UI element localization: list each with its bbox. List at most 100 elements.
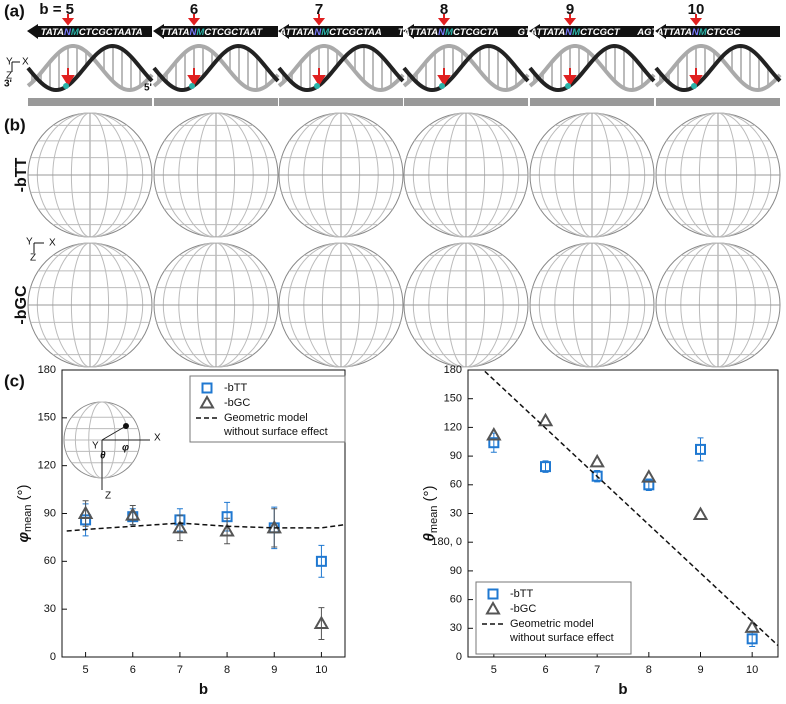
pointer-arrow	[437, 68, 451, 86]
marker	[744, 619, 760, 633]
sequence-part: AGTATTATA	[636, 27, 692, 38]
sequence-part: M	[196, 27, 205, 38]
pointer-arrow	[563, 14, 577, 26]
sequence-part: N	[64, 27, 72, 38]
sequence-part: N	[565, 27, 573, 38]
marker	[591, 470, 603, 482]
marker	[486, 427, 502, 441]
sequence-part: M	[699, 27, 708, 38]
row-label: -bGC	[13, 285, 30, 325]
strand	[528, 44, 656, 93]
sequence-banner	[27, 24, 152, 39]
y-label-unit: (°)	[15, 484, 32, 500]
marker	[641, 469, 657, 483]
axis-letter: X	[49, 238, 56, 249]
x-tick-label: 6	[542, 664, 548, 676]
pointer-arrow	[312, 14, 326, 26]
sequence-part: M	[321, 27, 330, 38]
y-tick-label: 150	[38, 412, 56, 424]
sequence-part: GTATTATA	[518, 27, 566, 38]
legend-label: without surface effect	[509, 632, 614, 644]
sequence-banner	[278, 24, 403, 39]
legend-swatch	[485, 600, 501, 615]
error-bar	[318, 544, 325, 578]
sequence-part: N	[438, 27, 446, 38]
sequence-part: M	[71, 27, 80, 38]
error-bar	[490, 432, 497, 453]
y-tick-label: 60	[450, 594, 462, 606]
y-tick-label: 180	[444, 364, 462, 376]
legend-label: without surface effect	[223, 426, 328, 438]
y-label-subscript: mean	[428, 506, 440, 534]
surface	[404, 98, 528, 106]
label-site	[565, 83, 571, 89]
sequence-part: N	[692, 27, 700, 38]
surface	[656, 98, 780, 106]
axis-letter: Z	[6, 71, 12, 82]
axis-letter: Y	[26, 237, 33, 248]
error-bar	[82, 500, 89, 527]
surface	[530, 98, 654, 106]
sequence: TATANMCTCGCTAATA	[41, 27, 143, 38]
end-label: 3'	[4, 79, 12, 90]
marker	[692, 506, 709, 520]
inset-axes	[101, 425, 150, 490]
surface	[154, 98, 278, 106]
inset-label: X	[154, 433, 161, 444]
marker	[643, 479, 655, 491]
x-tick-label: 7	[177, 664, 183, 676]
marker	[746, 633, 758, 645]
marker	[537, 412, 554, 427]
y-label-subscript: mean	[22, 504, 34, 532]
error-bar	[176, 514, 183, 542]
inset-label: θ	[100, 451, 106, 462]
pointer-arrow	[689, 14, 703, 26]
inset-label: φ	[122, 443, 129, 454]
sequence: TATTATANMCTCGCTA	[398, 27, 499, 38]
x-tick-label: 10	[746, 664, 758, 676]
label-site	[189, 83, 195, 89]
label-site	[63, 83, 69, 89]
sequence-part: CTCGCTA	[453, 27, 499, 38]
y-tick-label: 180	[38, 364, 56, 376]
marker	[695, 443, 706, 455]
strand	[402, 44, 530, 92]
x-tick-label: 5	[491, 664, 497, 676]
strand	[152, 44, 280, 92]
y-tick-label: 120	[38, 460, 56, 472]
marker	[172, 519, 188, 534]
model-line	[66, 522, 345, 532]
y-tick-label: 90	[450, 450, 462, 462]
strand	[528, 44, 656, 92]
b-label: 8	[440, 1, 448, 18]
pointer-arrow	[689, 68, 703, 86]
sequence-part: CTCGC	[707, 27, 741, 38]
pointer-arrow	[437, 14, 451, 26]
strand	[654, 44, 782, 93]
pointer-arrow	[61, 68, 75, 86]
strand	[402, 44, 530, 93]
marker	[589, 453, 605, 468]
label-site	[439, 83, 445, 89]
axis-letter: Y	[6, 57, 13, 68]
y-label-symbol: φ	[15, 532, 32, 543]
y-tick-label: 150	[444, 393, 462, 405]
sequence: AGTATTATANMCTCGC	[636, 27, 740, 38]
x-tick-label: 8	[646, 664, 652, 676]
strand	[277, 44, 405, 92]
y-tick-label: 30	[450, 507, 462, 519]
sequence-part: N	[314, 27, 322, 38]
inset-point	[123, 423, 129, 429]
sequence-part: CTCGCTAATA	[79, 27, 143, 38]
row-label: -bTT	[13, 157, 30, 192]
sequence-part: N	[190, 27, 198, 38]
y-tick-label: 120	[444, 421, 462, 433]
error-bar	[224, 517, 231, 545]
sequence-part: M	[445, 27, 454, 38]
x-tick-label: 5	[83, 664, 89, 676]
axis-icon	[33, 242, 44, 253]
marker	[77, 505, 94, 519]
legend-swatch	[487, 588, 499, 600]
error-bar	[697, 437, 704, 462]
